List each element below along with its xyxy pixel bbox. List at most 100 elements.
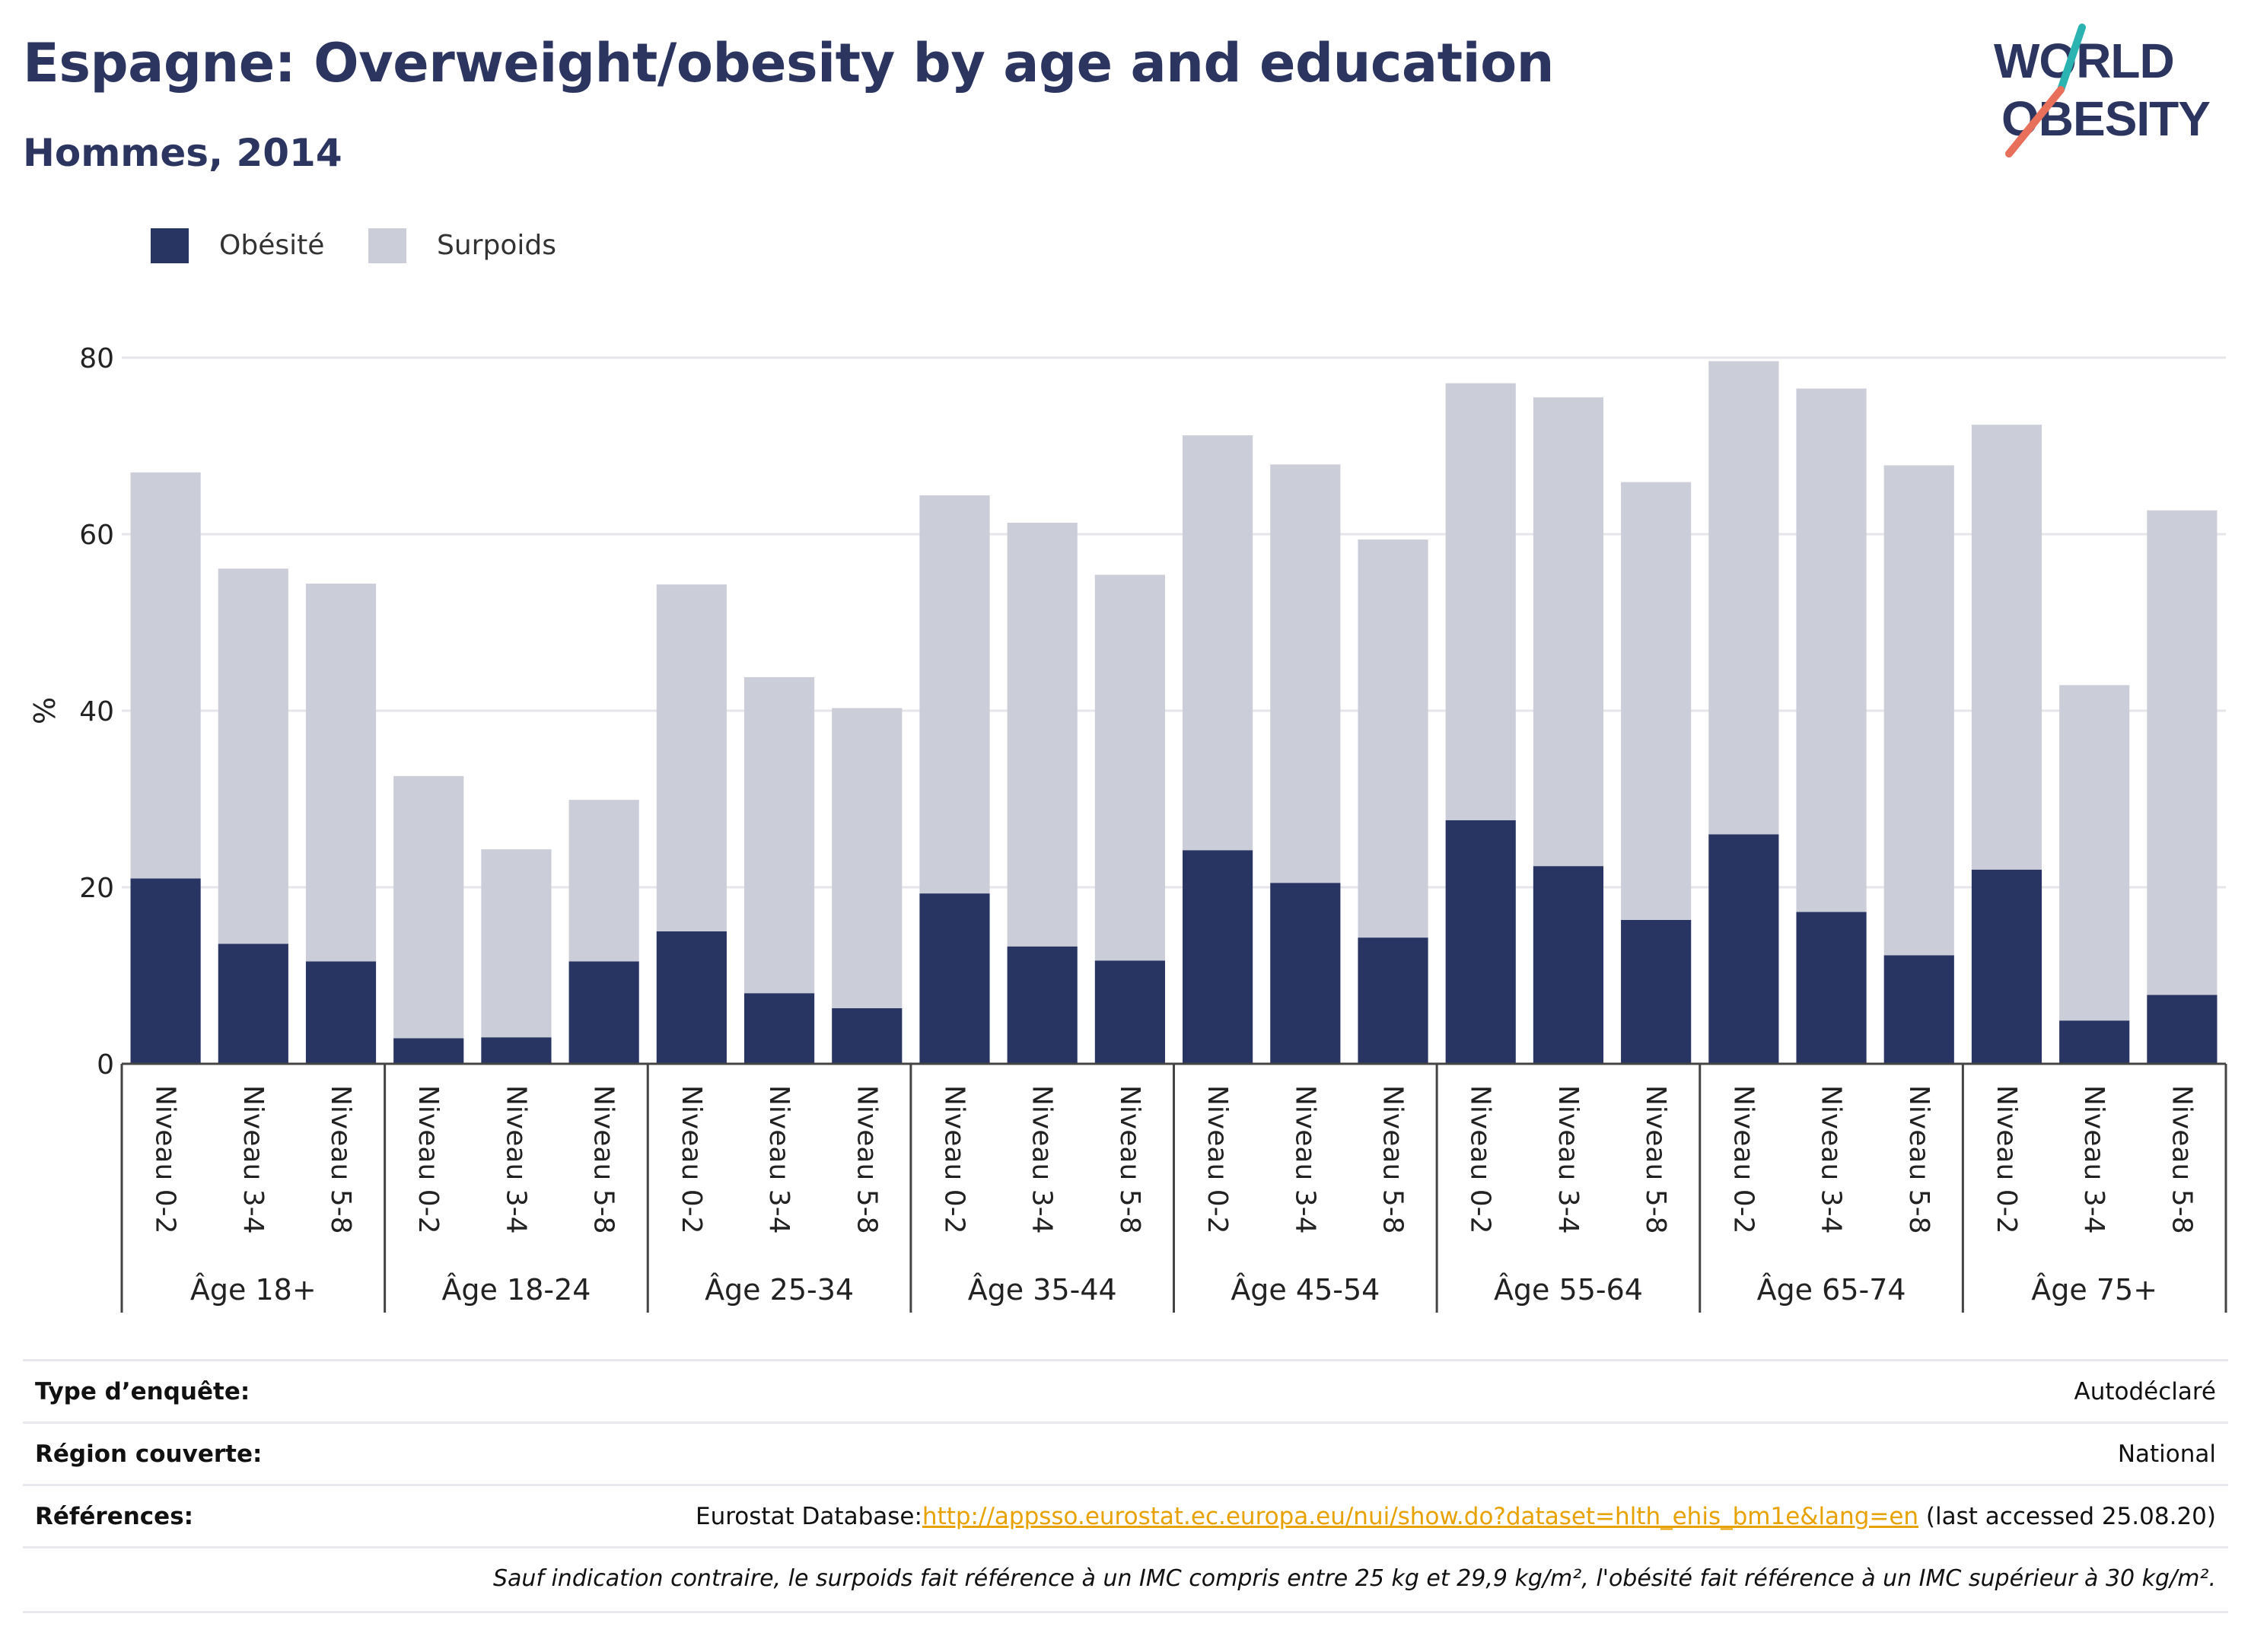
group-label: Âge 45-54 [1231,1273,1380,1307]
bar-surpoids [568,800,639,962]
group-label: Âge 18-24 [441,1273,591,1307]
bar-obesite [1094,960,1165,1064]
bar-surpoids [218,568,288,944]
bar-obesite [130,878,201,1064]
group-label: Âge 18+ [190,1273,317,1307]
bar-surpoids [1708,361,1779,835]
x-tick-label: Niveau 0-2 [938,1085,969,1234]
bar-surpoids [1796,388,1867,912]
x-tick-label: Niveau 5-8 [1640,1085,1671,1234]
bar-surpoids [305,583,377,962]
x-tick-label: Niveau 0-2 [1991,1085,2022,1234]
stacked-bar-chart: 0 20 40 60 80% Niveau 0-2 Niveau 3-4 Niveau 5-8… [28,343,2227,1313]
bar-surpoids [656,584,727,931]
bar-surpoids [1358,539,1428,938]
bar-obesite [481,1037,552,1064]
references-label: Références: [35,1503,194,1530]
bar-surpoids [393,775,464,1039]
bar-surpoids [919,495,990,894]
bar-obesite [1358,937,1428,1064]
bar-obesite [743,993,815,1064]
bar-obesite [1796,912,1867,1064]
bar-surpoids [1094,575,1165,961]
legend-label-obesite: Obésité [219,230,325,261]
bar-surpoids [130,472,201,879]
group-label: Âge 35-44 [968,1273,1117,1307]
bar-surpoids [2059,685,2130,1021]
x-tick-label: Niveau 3-4 [1027,1085,1058,1234]
bar-surpoids [1270,464,1341,883]
info-row-note: Sauf indication contraire, le surpoids f… [23,1546,2228,1613]
x-tick-label: Niveau 0-2 [1465,1085,1496,1234]
bar-obesite [393,1038,464,1064]
y-tick-label: 40 [79,696,114,727]
bar-obesite [2147,995,2218,1064]
bar-obesite [656,931,727,1064]
x-tick-label: Niveau 3-4 [1816,1085,1847,1234]
y-tick-label: 20 [79,873,114,904]
bar-obesite [1883,955,1954,1064]
references-link[interactable]: http://appsso.eurostat.ec.europa.eu/nui/… [922,1503,1919,1530]
x-tick-label: Niveau 5-8 [588,1085,619,1234]
x-tick-label: Niveau 5-8 [1903,1085,1934,1234]
x-tick-label: Niveau 5-8 [1377,1085,1409,1234]
bar-surpoids [743,676,815,994]
bar-surpoids [481,849,552,1038]
bar-surpoids [1971,425,2042,870]
svg-text:WORLD: WORLD [1994,33,2174,88]
bar-obesite [2059,1020,2130,1064]
bar-surpoids [1621,482,1692,920]
world-obesity-logo: WORLD OBESITY [1994,24,2211,158]
x-tick-label: Niveau 3-4 [500,1085,531,1234]
x-tick-label: Niveau 0-2 [1727,1085,1759,1234]
chart-subtitle: Hommes, 2014 [23,131,342,175]
x-tick-label: Niveau 3-4 [237,1085,269,1234]
x-tick-label: Niveau 3-4 [763,1085,794,1234]
x-tick-label: Niveau 0-2 [676,1085,707,1234]
chart-title: Espagne: Overweight/obesity by age and e… [23,32,1555,94]
group-label: Âge 75+ [2031,1273,2157,1307]
x-tick-label: Niveau 0-2 [1202,1085,1233,1234]
group-label: Âge 65-74 [1757,1273,1906,1307]
bar-obesite [1445,820,1516,1064]
bar-obesite [305,961,377,1064]
bar-surpoids [2147,510,2218,995]
x-tick-label: Niveau 3-4 [1552,1085,1584,1234]
x-tick-label: Niveau 3-4 [2078,1085,2109,1234]
info-row-region: Région couverte: National [23,1421,2228,1486]
info-row-survey: Type d’enquête: Autodéclaré [23,1359,2228,1424]
x-tick-label: Niveau 0-2 [412,1085,444,1234]
x-tick-label: Niveau 5-8 [1114,1085,1145,1234]
references-prefix: Eurostat Database: [695,1503,922,1530]
legend-swatch-surpoids [368,228,406,263]
bar-obesite [1971,869,2042,1064]
region-label: Région couverte: [35,1440,263,1468]
x-tick-label: Niveau 0-2 [150,1085,181,1234]
x-tick-label: Niveau 5-8 [325,1085,356,1234]
y-tick-label: 60 [79,520,114,551]
survey-type-label: Type d’enquête: [35,1378,250,1405]
bar-obesite [1183,850,1253,1064]
bar-surpoids [1183,435,1253,851]
bar-obesite [1533,866,1604,1064]
bar-surpoids [832,708,903,1008]
bar-obesite [1007,946,1078,1064]
region-value: National [2117,1440,2216,1468]
bar-obesite [919,893,990,1064]
x-tick-label: Niveau 3-4 [1289,1085,1320,1234]
bar-obesite [568,961,639,1064]
x-tick-label: Niveau 5-8 [851,1085,882,1234]
x-tick-label: Niveau 5-8 [2166,1085,2197,1234]
bar-surpoids [1883,465,1954,956]
survey-type-value: Autodéclaré [2074,1378,2216,1405]
bar-surpoids [1533,397,1604,867]
y-axis-label: % [28,697,62,724]
bar-obesite [1708,834,1779,1064]
definition-note: Sauf indication contraire, le surpoids f… [492,1565,2216,1592]
group-label: Âge 25-34 [705,1273,854,1307]
bar-obesite [218,944,288,1064]
bar-surpoids [1445,383,1516,820]
bar-obesite [832,1007,903,1064]
y-tick-label: 0 [97,1049,114,1081]
legend-swatch-obesite [151,228,189,263]
